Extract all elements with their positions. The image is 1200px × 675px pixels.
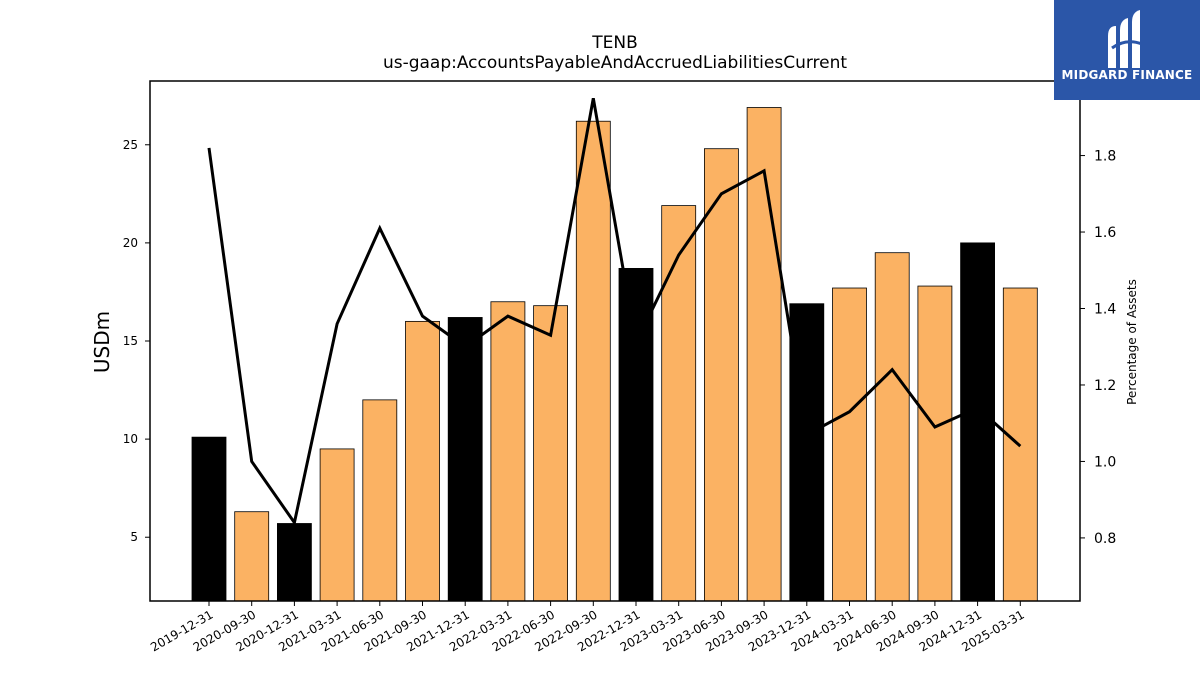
y-axis-left: 5 10 15 20 25 (123, 138, 150, 544)
y-tick-label: 25 (123, 138, 138, 152)
y2-tick-label: 1.0 (1094, 454, 1116, 470)
bar-2023-09-30 (746, 107, 782, 602)
y2-tick-label: 1.6 (1094, 225, 1116, 241)
bar-2022-06-30 (533, 305, 568, 602)
y-axis-label: USDm (90, 311, 114, 373)
y2-tick-label: 1.2 (1094, 378, 1116, 394)
bar-2021-12-31 (447, 317, 483, 602)
logo-mark-icon (1108, 10, 1143, 68)
line-group (207, 97, 1022, 527)
x-axis: 2019-12-312020-09-302020-12-312021-03-31… (148, 601, 1027, 654)
midgard-finance-logo: MIDGARD FINANCE (1054, 0, 1200, 100)
y-tick-label: 15 (123, 334, 138, 348)
logo-text: MIDGARD FINANCE (1061, 68, 1193, 82)
y2-tick-label: 0.8 (1094, 531, 1116, 547)
bar-2021-06-30 (362, 399, 398, 602)
bars-group (191, 107, 1038, 602)
y-tick-label: 10 (123, 432, 138, 446)
bar-2020-09-30 (234, 511, 270, 602)
y2-tick-label: 1.8 (1094, 149, 1116, 165)
pct-assets-line (207, 97, 1022, 527)
y-tick-label: 20 (123, 236, 138, 250)
bar-2020-12-31 (276, 523, 312, 602)
bar-2022-12-31 (618, 267, 654, 602)
chart-title: TENB (591, 33, 638, 53)
bar-2022-03-31 (490, 301, 526, 602)
y2-axis-label: Percentage of Assets (1125, 279, 1139, 405)
bar-2024-12-31 (960, 242, 995, 602)
bar-2021-03-31 (319, 448, 355, 602)
bar-2023-03-31 (661, 205, 697, 602)
bar-2023-12-31 (789, 303, 825, 602)
bar-2023-06-30 (704, 148, 739, 602)
chart-subtitle: us-gaap:AccountsPayableAndAccruedLiabili… (383, 53, 847, 73)
bar-2022-09-30 (575, 120, 611, 602)
y-tick-label: 5 (130, 530, 138, 544)
bar-2021-09-30 (405, 320, 440, 602)
y-axis-right: 0.8 1.0 1.2 1.4 1.6 1.8 (1080, 149, 1116, 547)
bar-2024-06-30 (874, 252, 910, 602)
bar-2019-12-31 (191, 436, 227, 602)
bar-2024-09-30 (917, 285, 953, 602)
bar-2024-03-31 (832, 287, 867, 602)
y2-tick-label: 1.4 (1094, 302, 1116, 318)
